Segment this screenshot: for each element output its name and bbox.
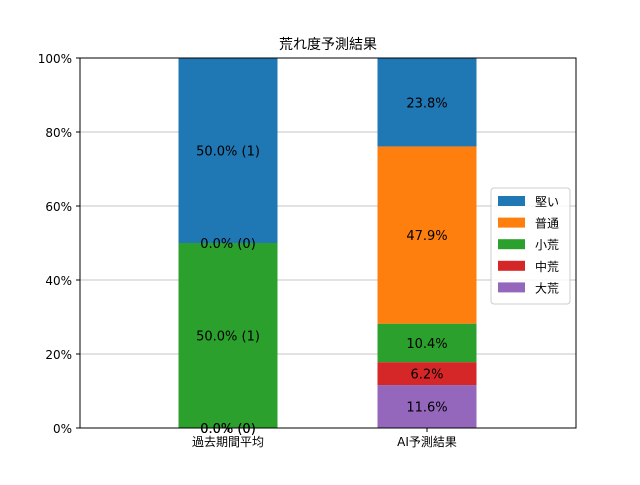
bar-segment xyxy=(178,243,278,428)
y-tick-label: 0% xyxy=(53,422,72,436)
axes: 0% 20% 40% 60% 80% 100% 過去期間平均 AI予測結果 xyxy=(38,52,457,449)
y-tick-label: 80% xyxy=(45,126,72,140)
legend-label: 普通 xyxy=(535,217,559,231)
data-label: 50.0% (1) xyxy=(196,145,260,160)
data-label: 23.8% xyxy=(406,96,447,111)
legend-label: 中荒 xyxy=(535,259,559,274)
legend-label: 堅い xyxy=(535,195,559,209)
bar-segment xyxy=(377,146,477,324)
legend-swatch xyxy=(498,282,525,293)
legend-label: 小荒 xyxy=(535,238,559,252)
y-tick-label: 40% xyxy=(45,274,72,288)
bar-segment xyxy=(178,58,278,243)
legend-swatch xyxy=(498,260,525,271)
data-label: 0.0% (0) xyxy=(200,237,256,252)
plot-frame xyxy=(79,57,577,429)
x-tick-label: AI予測結果 xyxy=(397,435,457,449)
bar-segment xyxy=(377,362,477,386)
bars xyxy=(178,58,477,428)
data-label: 50.0% (1) xyxy=(196,330,260,345)
x-tick-label: 過去期間平均 xyxy=(192,435,264,449)
legend-box xyxy=(490,187,571,305)
y-tick-label: 20% xyxy=(45,348,72,362)
bar-segment xyxy=(377,385,477,428)
data-label: 47.9% xyxy=(406,229,447,244)
legend-swatch xyxy=(498,217,525,228)
data-label: 6.2% xyxy=(410,368,443,383)
legend-swatch xyxy=(498,239,525,250)
legend-swatch xyxy=(498,196,525,206)
chart-title: 荒れ度予測結果 xyxy=(279,37,377,53)
data-labels: 0.0% (0)0.0% (0)50.0% (1)0.0% (0)50.0% (… xyxy=(196,96,448,437)
bar-segment xyxy=(377,58,477,147)
bar-segment xyxy=(377,323,477,363)
y-tick-label: 60% xyxy=(45,200,72,214)
legend-label: 大荒 xyxy=(535,281,559,295)
data-label: 10.4% xyxy=(406,337,447,352)
y-tick-label: 100% xyxy=(38,52,72,66)
data-label: 11.6% xyxy=(406,401,447,416)
